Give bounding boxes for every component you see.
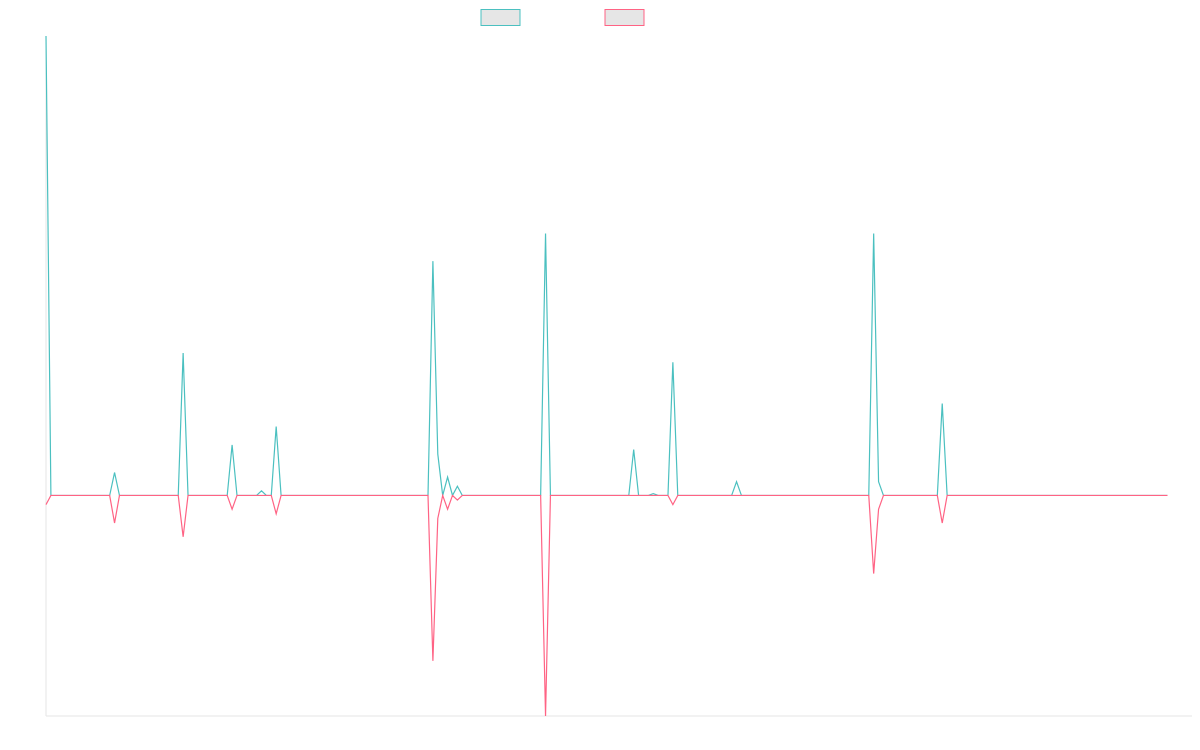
series-line	[45, 493, 1168, 717]
legend-swatch	[480, 9, 521, 26]
legend-swatch	[604, 9, 645, 26]
series-line	[45, 35, 1168, 498]
